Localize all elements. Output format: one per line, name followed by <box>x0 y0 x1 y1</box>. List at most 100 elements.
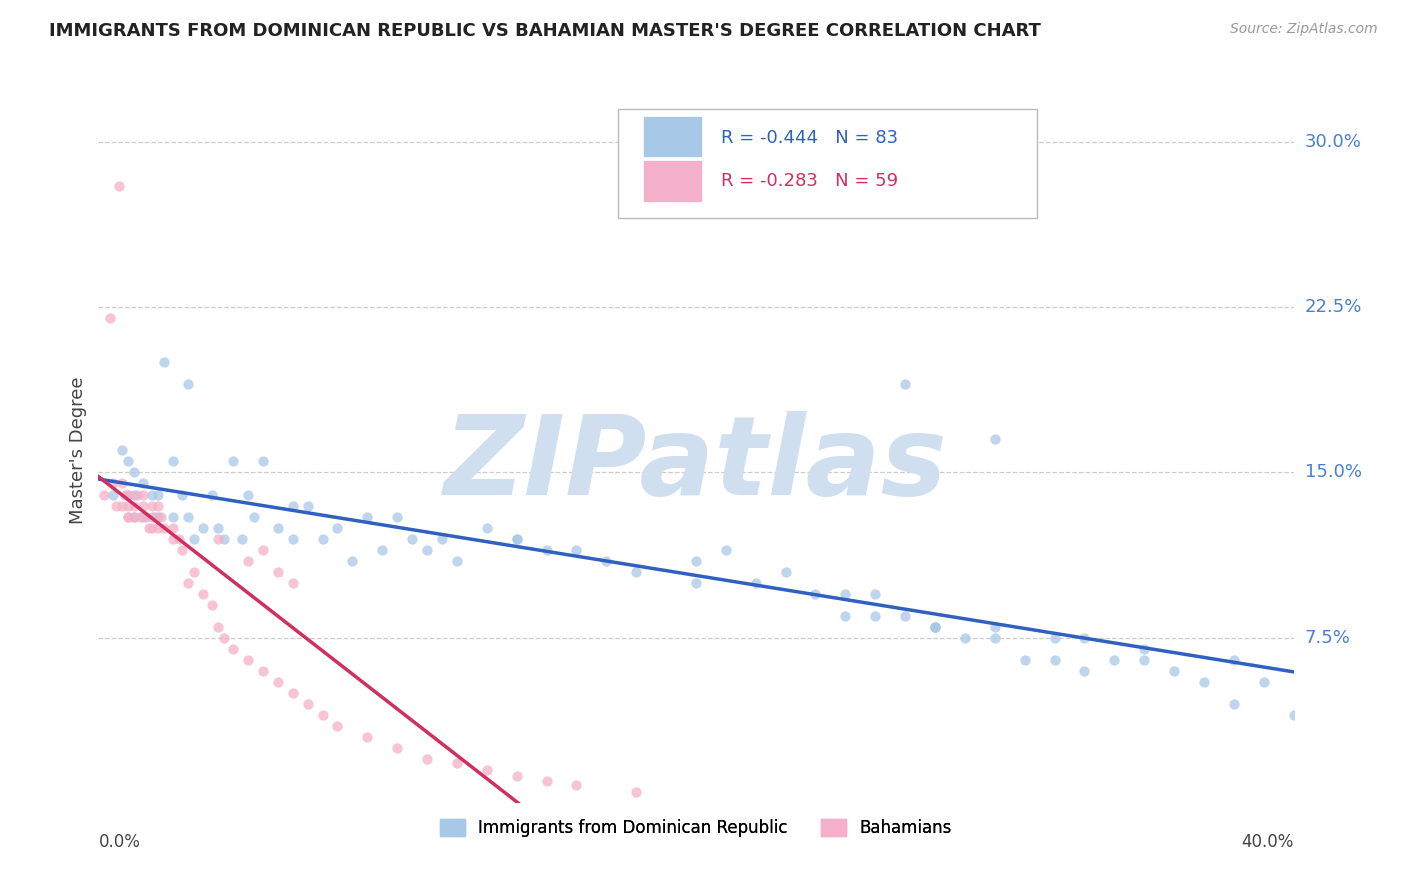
Point <box>212 532 235 546</box>
Point <box>111 499 134 513</box>
Point <box>342 553 364 567</box>
Point <box>745 575 768 590</box>
Point <box>124 499 146 513</box>
Point <box>475 763 498 777</box>
Point <box>506 532 529 546</box>
Point <box>297 499 319 513</box>
Point <box>894 377 917 392</box>
Text: 0.0%: 0.0% <box>98 833 141 851</box>
Point <box>183 532 205 546</box>
Point <box>1043 631 1066 645</box>
Point <box>141 487 163 501</box>
Point <box>98 311 122 326</box>
Point <box>536 542 558 557</box>
Text: 15.0%: 15.0% <box>1305 464 1361 482</box>
Point <box>1043 653 1066 667</box>
Point <box>183 565 205 579</box>
Point <box>124 487 146 501</box>
Point <box>153 520 176 534</box>
Point <box>172 542 194 557</box>
Point <box>191 586 214 600</box>
Point <box>1253 674 1275 689</box>
Point <box>1192 674 1215 689</box>
Point <box>252 454 274 468</box>
Point <box>148 499 170 513</box>
Point <box>416 542 439 557</box>
Point <box>105 499 128 513</box>
Point <box>267 674 290 689</box>
Point <box>117 509 139 524</box>
Point <box>834 586 856 600</box>
Point <box>141 520 163 534</box>
Point <box>153 355 176 369</box>
Point <box>267 520 290 534</box>
Point <box>1282 707 1305 722</box>
Point <box>162 520 184 534</box>
Point <box>167 532 190 546</box>
Point <box>371 542 394 557</box>
Point <box>111 476 134 491</box>
Point <box>222 454 245 468</box>
Point <box>243 509 266 524</box>
Point <box>865 586 887 600</box>
Point <box>236 653 259 667</box>
Point <box>356 730 378 744</box>
Point <box>984 631 1007 645</box>
Point <box>177 575 200 590</box>
Text: 40.0%: 40.0% <box>1241 833 1294 851</box>
Point <box>311 532 333 546</box>
Point <box>117 487 139 501</box>
Point <box>804 586 827 600</box>
Point <box>138 520 160 534</box>
Point <box>1163 664 1185 678</box>
Point <box>132 476 155 491</box>
Point <box>297 697 319 711</box>
Y-axis label: Master's Degree: Master's Degree <box>69 376 87 524</box>
Point <box>430 532 453 546</box>
Point <box>117 487 139 501</box>
Point <box>595 553 617 567</box>
Point <box>108 179 131 194</box>
Point <box>127 487 149 501</box>
Point <box>207 520 229 534</box>
Point <box>172 487 194 501</box>
Point <box>162 509 184 524</box>
Point <box>953 631 976 645</box>
Point <box>150 509 173 524</box>
Point <box>281 532 304 546</box>
Point <box>177 377 200 392</box>
Point <box>117 509 139 524</box>
Point <box>924 619 946 633</box>
Point <box>114 487 136 501</box>
Point <box>231 532 253 546</box>
Point <box>385 740 409 755</box>
Point <box>132 487 155 501</box>
Point <box>475 520 498 534</box>
Point <box>1073 631 1095 645</box>
Point <box>148 520 170 534</box>
Point <box>124 509 146 524</box>
Point <box>311 707 333 722</box>
Point <box>141 499 163 513</box>
Point <box>924 619 946 633</box>
Point <box>626 565 648 579</box>
Point <box>267 565 290 579</box>
Point <box>141 509 163 524</box>
Point <box>1223 653 1246 667</box>
Point <box>685 575 707 590</box>
Point <box>536 773 558 788</box>
Point <box>326 520 349 534</box>
Point <box>446 756 468 771</box>
Point <box>506 769 529 783</box>
Text: R = -0.283   N = 59: R = -0.283 N = 59 <box>721 172 898 190</box>
Point <box>117 499 139 513</box>
Legend: Immigrants from Dominican Republic, Bahamians: Immigrants from Dominican Republic, Baha… <box>433 813 959 844</box>
Point <box>924 619 946 633</box>
Point <box>714 542 737 557</box>
Point <box>129 509 152 524</box>
Point <box>236 487 259 501</box>
Point <box>385 509 409 524</box>
Point <box>252 664 274 678</box>
Point <box>281 575 304 590</box>
Point <box>626 785 648 799</box>
